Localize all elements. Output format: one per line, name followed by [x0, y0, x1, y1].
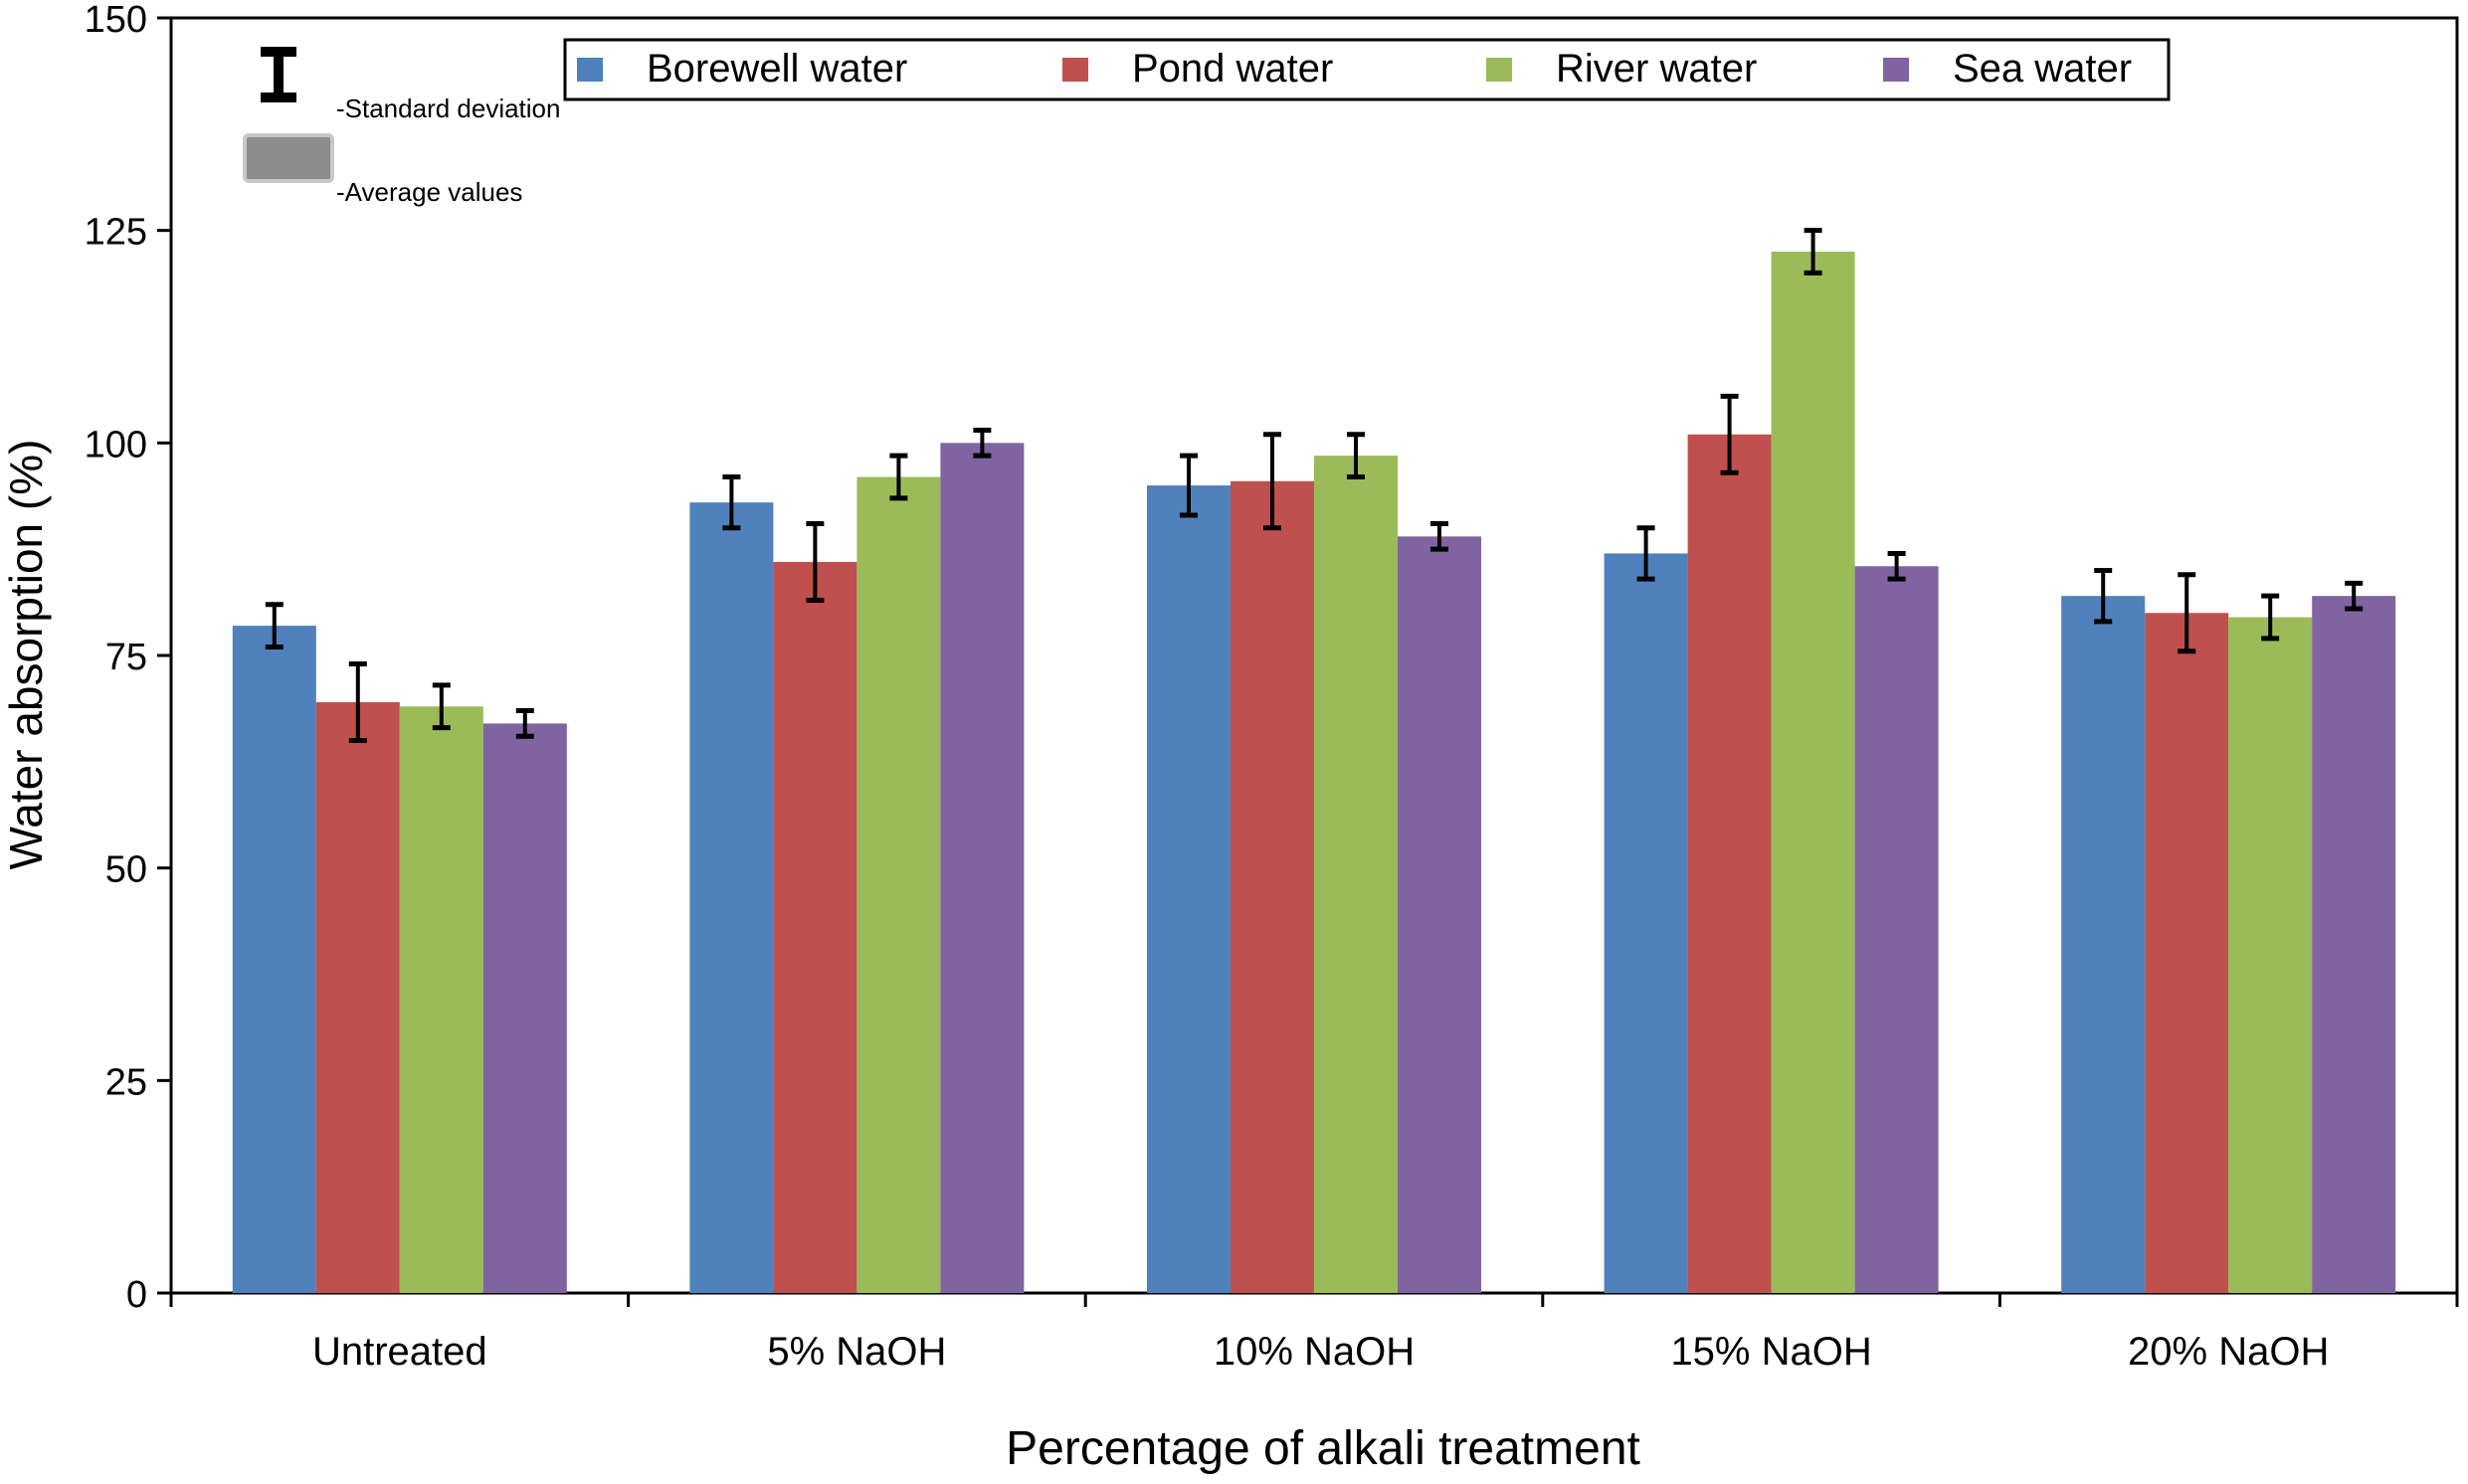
error-bar — [973, 428, 992, 459]
error-bar — [889, 453, 908, 501]
legend-item: Borewell water — [577, 47, 907, 91]
legend: Borewell water Pond water River water Sea w… — [563, 38, 2171, 101]
average-values-swatch — [243, 133, 334, 183]
y-tick-label: 125 — [85, 212, 147, 254]
legend-swatch — [1486, 58, 1512, 82]
error-bar — [722, 474, 741, 531]
y-axis-ticks: 0 25 50 75 100 125 150 — [85, 0, 171, 1316]
error-bar — [1887, 550, 1906, 582]
x-tick-label: 20% NaOH — [2128, 1330, 2329, 1374]
error-bar — [2261, 593, 2280, 642]
error-bar — [515, 708, 534, 739]
y-tick-label: 100 — [85, 424, 147, 465]
key-panel: -Standard deviation -Average values — [243, 47, 560, 207]
std-deviation-icon — [261, 47, 296, 102]
error-bar — [1720, 393, 1739, 475]
y-axis-label: Water absorption (%) — [0, 440, 52, 870]
x-tick-label: 5% NaOH — [767, 1330, 946, 1374]
error-bar — [1180, 453, 1198, 518]
error-bar — [1347, 432, 1365, 480]
bar — [399, 706, 483, 1293]
error-bar — [1636, 525, 1655, 582]
x-axis-ticks: Untreated 5% NaOH 10% NaOH 15% NaOH 20% NaOH — [169, 1293, 2459, 1374]
legend-item: Sea water — [1883, 47, 2132, 91]
x-axis-label: Percentage of alkali treatment — [1006, 1422, 1640, 1475]
std-deviation-label: -Standard deviation — [336, 93, 560, 123]
legend-label: Pond water — [1132, 47, 1333, 91]
error-bar — [265, 602, 284, 649]
bar — [1687, 434, 1772, 1294]
bar — [2312, 596, 2396, 1293]
bar — [1854, 566, 1939, 1293]
bar — [1231, 480, 1314, 1293]
error-bars — [265, 228, 2364, 743]
bar — [2061, 596, 2146, 1293]
bar — [232, 626, 316, 1293]
bar — [1771, 252, 1855, 1294]
bar — [1314, 456, 1398, 1293]
bar — [1398, 536, 1481, 1293]
legend-swatch — [577, 58, 603, 82]
bar — [689, 502, 774, 1293]
legend-swatch — [1883, 58, 1909, 82]
legend-item: River water — [1486, 47, 1757, 91]
bar — [940, 443, 1025, 1293]
y-tick-label: 75 — [105, 637, 147, 678]
legend-item: Pond water — [1062, 47, 1333, 91]
bars — [232, 252, 2396, 1294]
legend-label: Sea water — [1953, 47, 2132, 91]
average-values-label: -Average values — [336, 177, 522, 207]
legend-label: River water — [1556, 47, 1757, 91]
error-bar — [806, 521, 825, 603]
y-tick-label: 50 — [105, 849, 147, 891]
bar — [1604, 553, 1688, 1293]
bar — [773, 561, 857, 1293]
x-tick-label: 15% NaOH — [1670, 1330, 1871, 1374]
error-bar — [2178, 572, 2196, 654]
x-tick-label: Untreated — [312, 1330, 487, 1374]
bar — [2228, 617, 2313, 1293]
legend-label: Borewell water — [647, 47, 907, 91]
bar — [315, 702, 400, 1293]
error-bar — [2094, 568, 2113, 625]
error-bar — [1263, 432, 1281, 531]
bar — [856, 476, 941, 1293]
bar — [482, 723, 567, 1293]
error-bar — [2345, 580, 2364, 612]
error-bar — [1804, 228, 1822, 276]
bar — [2145, 613, 2229, 1293]
x-tick-label: 10% NaOH — [1214, 1330, 1415, 1374]
bar — [1147, 485, 1231, 1294]
error-bar — [1430, 521, 1448, 552]
error-bar — [432, 682, 451, 731]
y-tick-label: 0 — [126, 1274, 147, 1316]
error-bar — [348, 661, 367, 743]
legend-swatch — [1062, 58, 1088, 82]
y-tick-label: 150 — [85, 0, 147, 41]
y-tick-label: 25 — [105, 1061, 147, 1103]
